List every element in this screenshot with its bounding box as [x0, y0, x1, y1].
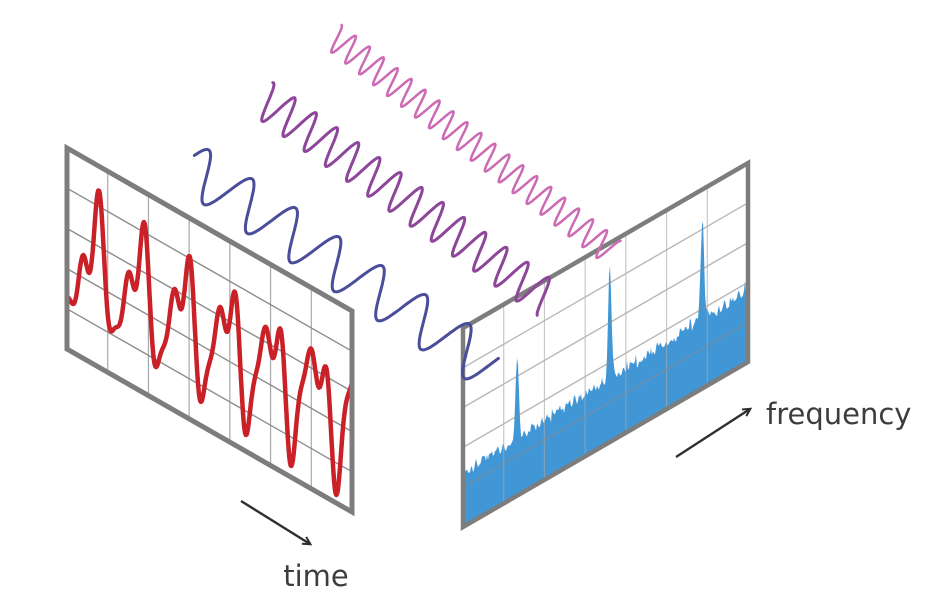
frequency-axis-label: frequency: [766, 397, 911, 431]
freq-panel-border: [460, 159, 751, 531]
grid-line-horizontal: [462, 202, 749, 369]
time-signal-curve: [67, 188, 352, 498]
time-axis-label: time: [283, 559, 349, 593]
frequency-domain-panel: [460, 159, 751, 531]
frequency-axis-arrow: [675, 407, 753, 459]
component-waves: [192, 23, 622, 381]
grid-line-horizontal: [66, 308, 353, 473]
high-frequency-sine-wave: [330, 23, 622, 260]
low-frequency-sine-wave: [192, 148, 500, 381]
frequency-arrow-line: [675, 407, 753, 459]
freq-panel-grid: [462, 186, 749, 504]
time-domain-panel: [64, 143, 355, 517]
spectrum-fill: [463, 221, 748, 527]
grid-line-horizontal: [66, 267, 353, 433]
time-panel-background: [67, 148, 352, 512]
time-arrow-line: [240, 499, 313, 546]
grid-line-horizontal: [462, 321, 749, 488]
time-axis-arrow: [240, 499, 313, 546]
grid-line-horizontal: [462, 241, 749, 409]
grid-line-horizontal: [462, 281, 749, 449]
grid-line-horizontal: [66, 187, 353, 352]
mid-frequency-sine-wave: [260, 81, 551, 317]
time-panel-border: [64, 143, 355, 517]
